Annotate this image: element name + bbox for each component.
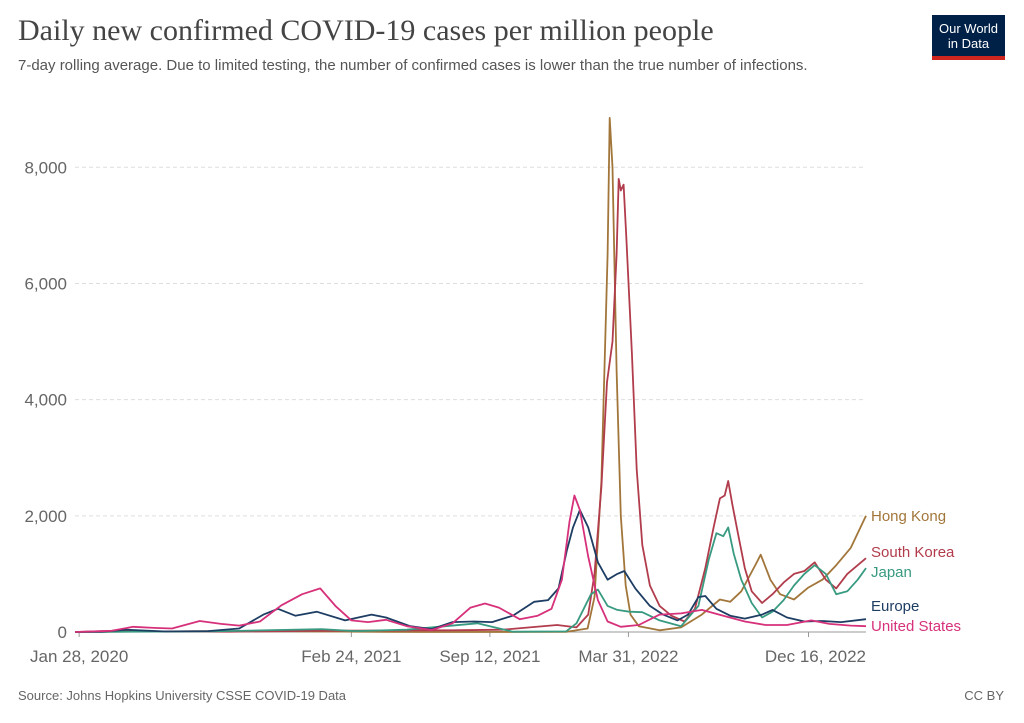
series-line-hong-kong xyxy=(74,117,867,633)
x-tick-label: Jan 28, 2020 xyxy=(30,647,128,665)
y-tick-label: 8,000 xyxy=(24,158,67,177)
source-note[interactable]: Source: Johns Hopkins University CSSE CO… xyxy=(18,688,347,703)
y-tick-label: 2,000 xyxy=(24,507,67,526)
x-tick-label: Sep 12, 2021 xyxy=(439,647,540,665)
y-tick-label: 6,000 xyxy=(24,274,67,293)
y-tick-label: 0 xyxy=(58,623,67,642)
series-line-europe xyxy=(74,509,867,633)
series-lines xyxy=(74,117,867,633)
series-line-united-states xyxy=(74,494,867,633)
series-label-japan: Japan xyxy=(871,564,912,581)
series-label-europe: Europe xyxy=(871,598,919,615)
series-label-hong-kong: Hong Kong xyxy=(871,508,946,525)
line-chart: 0 2,000 4,000 6,000 8,000 Jan 28, 2020 Feb 24… xyxy=(24,117,961,665)
x-tick-label: Feb 24, 2021 xyxy=(301,647,401,665)
series-label-south-korea: South Korea xyxy=(871,544,955,561)
license-label[interactable]: CC BY xyxy=(964,688,1004,703)
y-tick-label: 4,000 xyxy=(24,391,67,410)
y-axis-ticks: 0 2,000 4,000 6,000 8,000 xyxy=(24,158,67,642)
logo-line-1: Our World xyxy=(939,21,998,36)
series-label-united-states: United States xyxy=(871,618,961,635)
x-axis-ticks: Jan 28, 2020 Feb 24, 2021 Sep 12, 2021 Mar … xyxy=(30,632,866,665)
x-tick-label: Mar 31, 2022 xyxy=(578,647,678,665)
series-line-south-korea xyxy=(74,178,867,633)
series-labels: Hong Kong South Korea Japan Europe United St… xyxy=(871,508,961,635)
series-line-japan xyxy=(74,526,867,633)
chart-subtitle: 7-day rolling average. Due to limited te… xyxy=(18,57,808,74)
owid-logo[interactable]: Our World in Data xyxy=(932,15,1005,60)
logo-line-2: in Data xyxy=(947,36,990,51)
grid-lines xyxy=(75,166,866,633)
chart-title: Daily new confirmed COVID-19 cases per m… xyxy=(18,14,714,47)
x-tick-label: Dec 16, 2022 xyxy=(765,647,866,665)
